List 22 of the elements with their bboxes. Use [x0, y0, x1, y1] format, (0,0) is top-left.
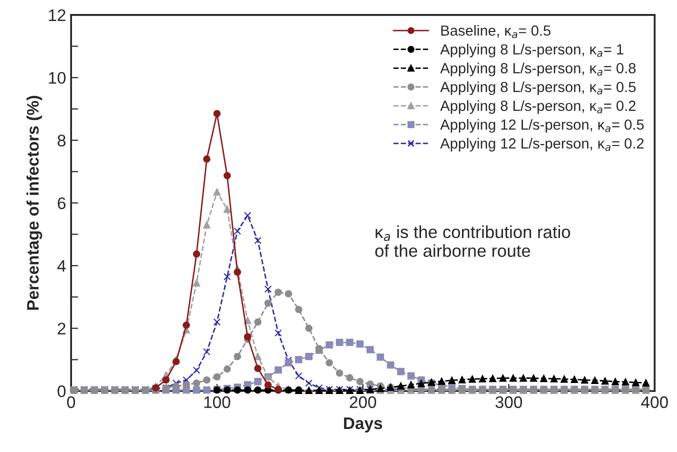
- x-tick-label: 200: [350, 396, 376, 408]
- x-tick-label: 400: [641, 396, 668, 408]
- y-tick-label: 4: [57, 260, 66, 272]
- y-tick-label: 6: [58, 197, 66, 210]
- legend-label: Applying 8 L/s-person, κ$_{a}$= 1: [440, 44, 624, 58]
- y-tick-label: 10: [48, 72, 66, 84]
- legend-label: Baseline, κ$_{a}$= 0.5: [441, 25, 550, 38]
- legend-label: Applying 8 L/s-person, κ$_{a}$= 0.2: [440, 100, 636, 114]
- y-tick-label: 2: [58, 322, 66, 334]
- x-tick-label: 0: [67, 396, 76, 408]
- x-tick-label: 100: [204, 396, 230, 408]
- y-tick-label: 8: [58, 134, 66, 146]
- x-axis-title: Days: [344, 418, 382, 432]
- x-tick-label: 300: [496, 396, 522, 408]
- y-axis-title: Percentage of infectors (%): [26, 96, 42, 310]
- y-tick-label: 12: [48, 9, 66, 21]
- y-tick-label: 0: [58, 385, 66, 398]
- legend-label: Applying 12 L/s-person, κ$_{a}$= 0.5: [440, 119, 644, 133]
- legend-label: Applying 8 L/s-person, κ$_{a}$= 0.8: [440, 62, 636, 76]
- legend-label: Applying 12 L/s-person, κ$_{a}$= 0.2: [440, 138, 644, 152]
- legend-label: Applying 8 L/s-person, κ$_{a}$= 0.5: [440, 81, 636, 96]
- annotation: κ$_{a}$ is the contribution ratio of the airborne route: [375, 225, 570, 257]
